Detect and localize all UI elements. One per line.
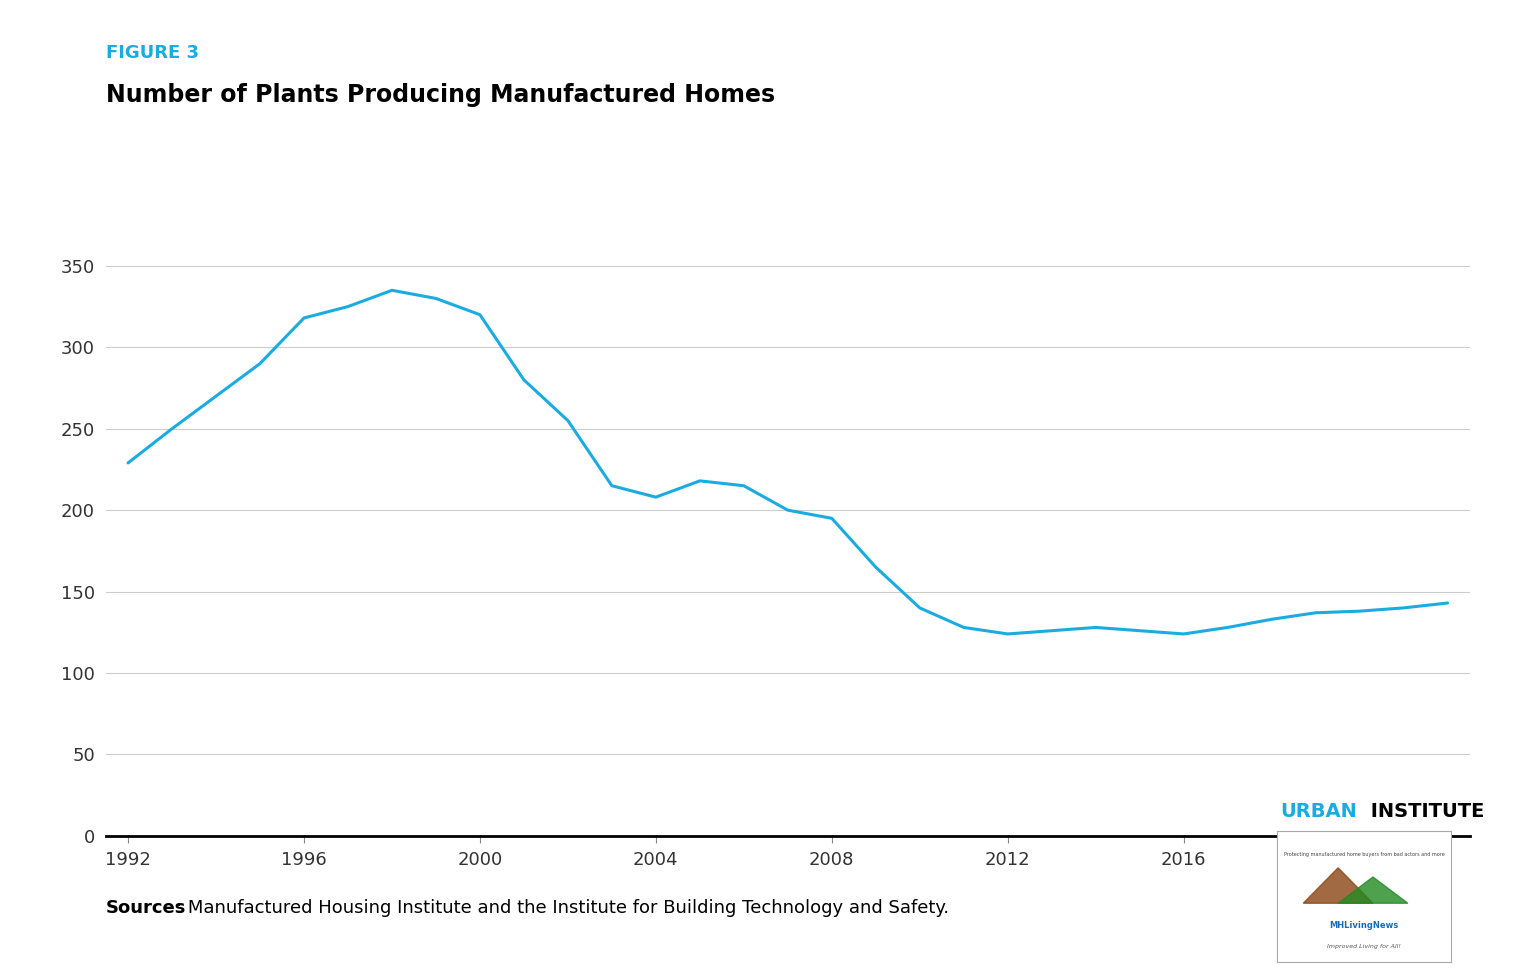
Text: Number of Plants Producing Manufactured Homes: Number of Plants Producing Manufactured …	[106, 83, 776, 107]
Text: Improved Living for All!: Improved Living for All!	[1327, 944, 1401, 949]
Polygon shape	[1338, 877, 1407, 903]
Text: : Manufactured Housing Institute and the Institute for Building Technology and S: : Manufactured Housing Institute and the…	[176, 899, 948, 918]
Text: FIGURE 3: FIGURE 3	[106, 44, 198, 62]
Polygon shape	[1303, 868, 1373, 903]
Text: MHLivingNews: MHLivingNews	[1330, 921, 1398, 930]
Text: URBAN: URBAN	[1280, 802, 1357, 821]
Text: Protecting manufactured home buyers from bad actors and more: Protecting manufactured home buyers from…	[1283, 852, 1445, 857]
Text: INSTITUTE: INSTITUTE	[1364, 802, 1483, 821]
Text: Sources: Sources	[106, 899, 186, 918]
